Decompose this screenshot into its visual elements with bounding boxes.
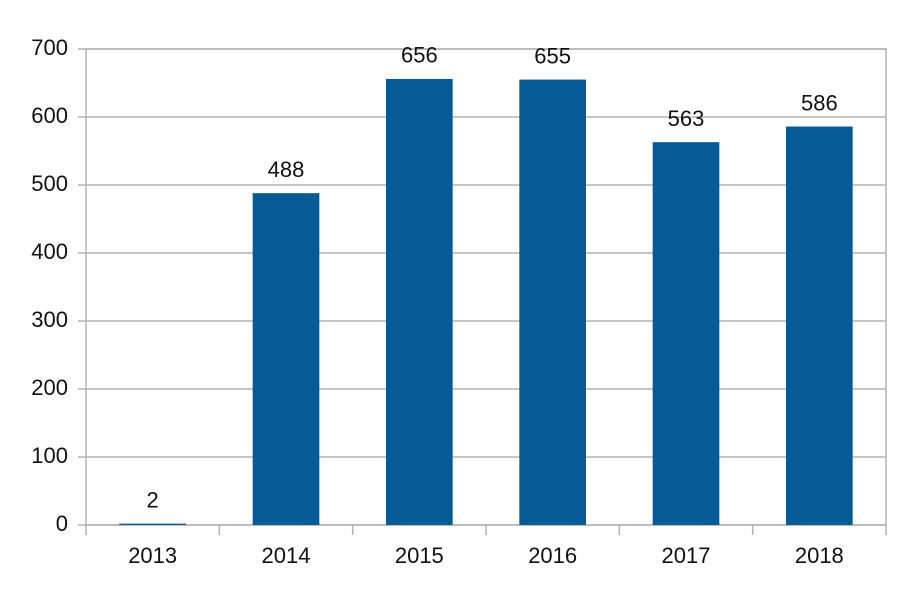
- x-tick-label: 2015: [395, 543, 444, 568]
- y-tick-label: 500: [31, 171, 68, 196]
- y-tick-label: 300: [31, 307, 68, 332]
- data-label: 655: [534, 43, 571, 68]
- y-tick-label: 400: [31, 239, 68, 264]
- bar: [519, 79, 586, 525]
- data-label: 656: [401, 43, 438, 68]
- y-tick-label: 600: [31, 103, 68, 128]
- data-label: 488: [268, 157, 305, 182]
- data-label: 586: [801, 90, 838, 115]
- plot-border: [85, 48, 887, 526]
- bar: [652, 142, 720, 525]
- y-tick-label: 0: [56, 511, 68, 536]
- bar: [386, 78, 453, 526]
- x-tick-label: 2013: [128, 543, 177, 568]
- data-label: 563: [668, 106, 705, 131]
- y-tick-label: 700: [31, 35, 68, 60]
- y-tick-label: 100: [31, 443, 68, 468]
- bar: [252, 193, 320, 525]
- x-tick-label: 2018: [795, 543, 844, 568]
- bar: [786, 126, 853, 526]
- y-tick-label: 200: [31, 375, 68, 400]
- bar: [119, 523, 186, 525]
- x-tick-label: 2014: [262, 543, 311, 568]
- x-tick-label: 2016: [528, 543, 577, 568]
- data-label: 2: [147, 487, 159, 512]
- x-tick-label: 2017: [662, 543, 711, 568]
